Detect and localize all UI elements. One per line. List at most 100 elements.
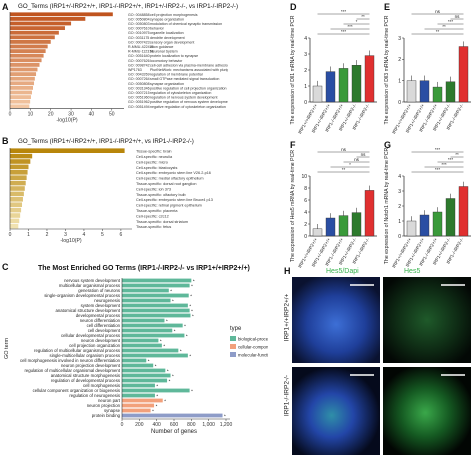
panel-h-label: H [284,266,291,276]
panel-f-chart: 0 2 4 6 8 10 The expression of Hes5 mRNA by re… [290,147,377,269]
go-term-label: system development [81,303,121,308]
enrichment-bar [10,186,25,191]
y-tick-label: 0 [398,234,401,240]
micrograph-wt-hes5 [383,277,471,363]
enrichment-bar [10,197,23,202]
enrichment-bar [10,153,33,159]
go-term-bar [122,293,189,298]
enrichment-bar [10,58,42,63]
term-id: GO: 0050803 [128,22,150,26]
go-term-label: cell morphogenesis involved in neuron di… [20,358,121,363]
term-name: Tissue-specific: fetus [136,225,171,229]
significance-mark: ** [455,152,459,157]
go-term-label: cell projection organization [69,343,120,348]
significance-mark: *** [341,9,347,14]
go-term-label: single-multicellular organism process [50,353,120,358]
significance-star: * [167,368,169,373]
term-name: cell projection morphogenesis [150,13,198,17]
x-tick-label: 1,200 [220,422,233,428]
significance-mark: *** [435,167,441,172]
panel-h-row1-label: IRP1+/+IRP2+/+ [283,293,291,342]
enrichment-bar [10,218,20,224]
panel-h-col1-header: Hes5/Dapi [326,268,359,275]
term-id: GO: 0050804 [128,17,150,21]
term-name: regulation of nervous system development [150,96,218,100]
expression-bar [364,55,375,103]
enrichment-bar [10,21,72,26]
go-term-label: cell morphogenesis [83,383,120,388]
term-name: organelle localization [150,31,184,35]
significance-star: * [189,303,191,308]
enrichment-bar [10,44,48,49]
x-tick-label: 600 [170,422,179,428]
y-tick-label: 2 [398,57,401,63]
y-tick-label: 0 [304,100,307,106]
enrichment-bar [10,90,32,95]
panel-b-label: B [2,136,9,146]
go-term-bar [122,308,190,313]
go-term-label: cell differentiation [87,323,121,328]
significance-mark: * [349,162,351,167]
y-tick-label: 10 [301,174,307,180]
enrichment-bar [10,159,31,164]
x-tick-label: 1,000 [202,422,215,428]
go-term-bar [122,318,165,323]
x-tick-label: 200 [135,422,144,428]
panel-a-title: GO_Terms (IRP1+/-IRP2+/+, IRP1-/-IRP2+/+… [18,3,239,10]
enrichment-bar [10,99,31,104]
enrichment-bar [10,207,22,213]
legend-swatch [230,344,236,349]
enrichment-bar [10,148,125,153]
term-name: positive regulation of cell projection o… [150,86,227,90]
expression-bar [338,215,349,237]
x-tick-label: 50 [109,112,115,118]
enrichment-bar [10,30,59,35]
go-term-label: single-organism developmental process [44,293,120,298]
micrograph-ko-merge [292,367,380,455]
term-id: GO: 0007264 [128,77,150,81]
go-term-label: multicellular organismal process [59,283,120,288]
significance-mark: *** [435,147,441,152]
term-id: GO: 0007423 [128,40,150,44]
go-term-bar [122,363,154,368]
go-term-label: synapse [104,408,121,413]
term-id: GO: 0048858 [128,13,150,17]
go-term-label: neuron projection development [61,363,121,368]
significance-mark: ns [361,152,367,157]
panel-h-micrographs [292,277,471,455]
term-name: locomotory behavior [150,59,183,63]
x-tick-label: 30 [68,112,74,118]
significance-star: * [224,413,226,418]
panel-b-title: GO_Terms (IRP1+/-IRP2+/+, IRP1-/-IRP2+/+… [18,138,194,145]
term-name: Cell-specific: embryonic stem line V26.2… [136,171,211,175]
significance-star: * [192,313,194,318]
term-name: Cell-specific: c2c12 [136,214,169,218]
term-name: negative regulation of cytoskeleton orga… [150,105,226,109]
go-term-bar [122,328,173,333]
go-term-bar [122,413,223,418]
expression-bar [325,217,336,237]
enrichment-bar [10,81,35,86]
enrichment-bar [10,202,23,207]
go-term-bar [122,388,190,393]
x-axis-label: Number of genes [151,429,197,435]
go-term-label: regulation of neurogenesis [69,393,120,398]
significance-star: * [189,353,191,358]
term-name: Tissue-specific: olfactory bulb [136,193,186,197]
term-name: Cell-specific: neurulia [136,155,173,159]
enrichment-bar [10,49,46,53]
term-name: Tissue-specific: brain [136,150,172,154]
significance-star: * [169,378,171,383]
x-tick-label: 4 [83,232,86,238]
expression-bar [406,220,417,237]
go-term-bar [122,353,188,358]
term-name: Cell-specific: medial olfactory epitheli… [136,177,204,181]
significance-star: * [156,383,158,388]
y-tick-label: 2 [304,222,307,228]
term-name: Cell-specific: blastocysts [136,166,177,170]
enrichment-bar [10,40,51,44]
enrichment-bar [10,224,19,229]
go-term-label: regulation of multicellular organismal d… [24,368,120,373]
term-id: GO: 0098742 [128,63,150,67]
go-term-bar [122,298,171,303]
